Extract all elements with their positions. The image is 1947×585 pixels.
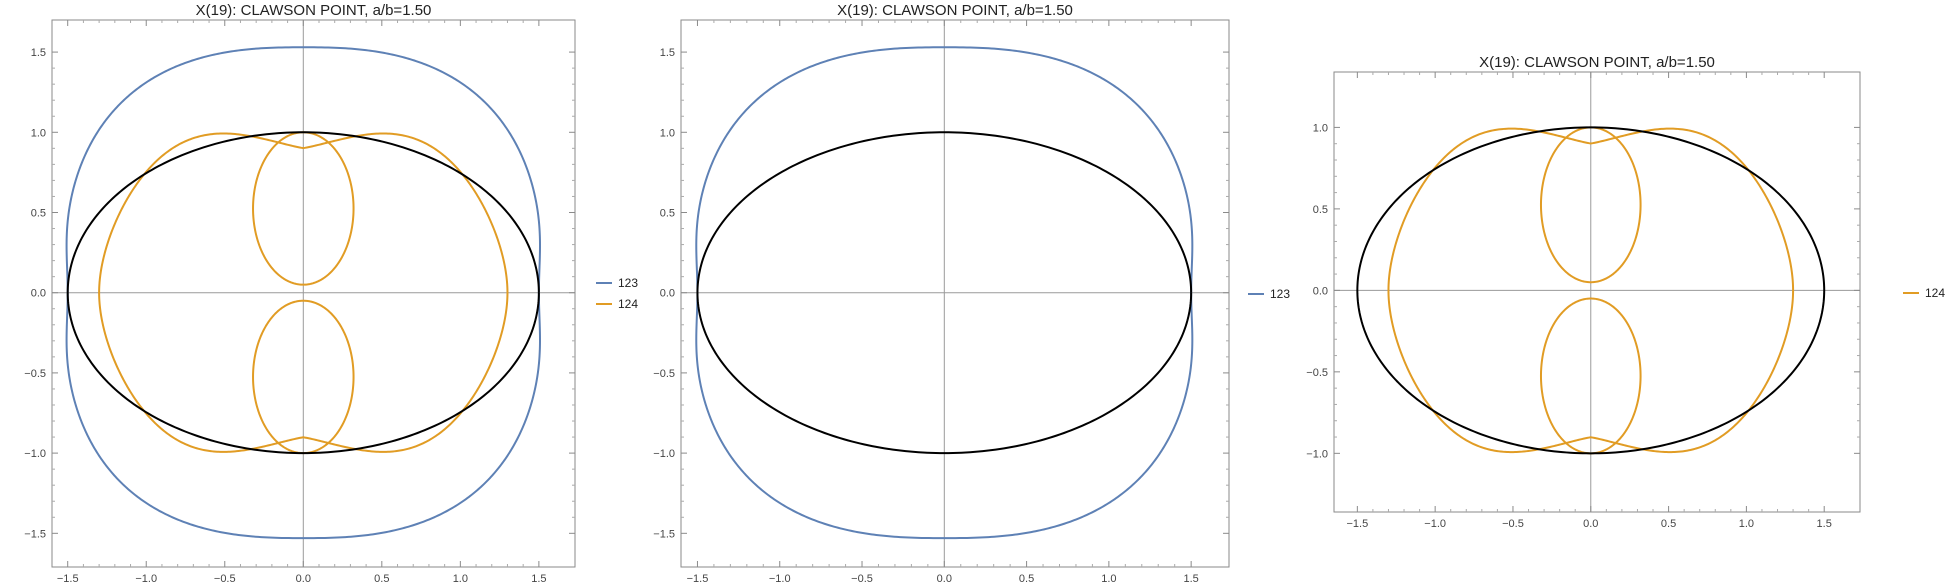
y-tick-label: −0.5 (24, 368, 46, 380)
x-tick-label: 0.5 (1661, 518, 1676, 530)
chart-title: X(19): CLAWSON POINT, a/b=1.50 (837, 2, 1073, 19)
reference-ellipse (66, 131, 540, 455)
x-tick-label: 1.5 (531, 573, 546, 585)
chart-title: X(19): CLAWSON POINT, a/b=1.50 (196, 2, 432, 19)
x-tick-label: −1.0 (1424, 518, 1446, 530)
legend-label-123: 123 (1270, 287, 1290, 301)
x-tick-label: 0.0 (1583, 518, 1598, 530)
legend-label-124: 124 (1925, 286, 1945, 300)
y-tick-label: −1.0 (1306, 448, 1328, 460)
x-tick-label: 0.0 (937, 573, 952, 585)
legend: 124 (1903, 286, 1945, 300)
y-tick-label: −1.0 (24, 448, 46, 460)
reference-ellipse (1356, 126, 1826, 455)
x-tick-label: −0.5 (1502, 518, 1524, 530)
series-lobe-lower-124 (1539, 297, 1642, 455)
curve-group (1356, 126, 1826, 455)
y-tick-label: 1.5 (31, 47, 46, 59)
series-lobe-upper-124 (1539, 126, 1642, 284)
y-tick-label: 1.0 (31, 127, 46, 139)
x-tick-label: 1.5 (1817, 518, 1832, 530)
x-tick-label: 1.5 (1184, 573, 1199, 585)
y-tick-label: 0.0 (1313, 285, 1328, 297)
y-tick-label: −1.5 (653, 528, 675, 540)
x-tick-label: 1.0 (1739, 518, 1754, 530)
y-tick-label: 1.0 (660, 127, 675, 139)
plot-frame (1333, 71, 1861, 513)
plot-frame (51, 19, 576, 568)
x-tick-label: −0.5 (214, 573, 236, 585)
y-tick-label: −1.0 (653, 448, 675, 460)
x-tick-label: −1.0 (769, 573, 791, 585)
y-tick-label: 0.5 (1313, 204, 1328, 216)
chart-panel-1: −1.5 −1.0 −0.5 0.0 0.5 1.0 1.5 −1.5 −1.0 −0.5 0.0 0… (24, 2, 638, 585)
chart-title: X(19): CLAWSON POINT, a/b=1.50 (1479, 54, 1715, 71)
reference-ellipse (696, 131, 1193, 455)
x-tick-label: −1.5 (687, 573, 709, 585)
x-tick-label: −1.5 (57, 573, 79, 585)
x-tick-label: 1.0 (1101, 573, 1116, 585)
curve-group (695, 46, 1194, 540)
chart-panel-3: −1.5 −1.0 −0.5 0.0 0.5 1.0 1.5 −1.0 −0.5 0.0 0.5 1.… (1306, 54, 1945, 530)
legend-label-123: 123 (618, 276, 638, 290)
series-lobe-lower-124 (252, 299, 355, 455)
series-curve-124 (1387, 127, 1795, 454)
x-tick-label: 0.0 (296, 573, 311, 585)
legend: 123 124 (596, 276, 638, 311)
y-tick-label: 1.0 (1313, 122, 1328, 134)
legend-label-124: 124 (618, 297, 638, 311)
x-tick-label: 0.5 (1019, 573, 1034, 585)
series-curve-124 (98, 132, 509, 453)
chart-panel-2: −1.5 −1.0 −0.5 0.0 0.5 1.0 1.5 −1.5 −1.0 −0.5 0.0 0… (653, 2, 1290, 585)
y-tick-label: 0.5 (660, 207, 675, 219)
y-tick-label: −0.5 (1306, 367, 1328, 379)
series-lobe-upper-124 (252, 131, 355, 286)
y-tick-label: 1.5 (660, 47, 675, 59)
y-tick-label: −0.5 (653, 368, 675, 380)
y-tick-label: −1.5 (24, 528, 46, 540)
x-tick-label: −0.5 (851, 573, 873, 585)
x-tick-label: 1.0 (453, 573, 468, 585)
x-tick-label: −1.5 (1346, 518, 1368, 530)
x-tick-label: −1.0 (135, 573, 157, 585)
plot-frame (680, 19, 1230, 568)
x-tick-label: 0.5 (374, 573, 389, 585)
curve-group (65, 46, 541, 540)
y-tick-label: 0.5 (31, 207, 46, 219)
y-tick-label: 0.0 (660, 288, 675, 300)
y-tick-label: 0.0 (31, 288, 46, 300)
legend: 123 (1248, 287, 1290, 301)
